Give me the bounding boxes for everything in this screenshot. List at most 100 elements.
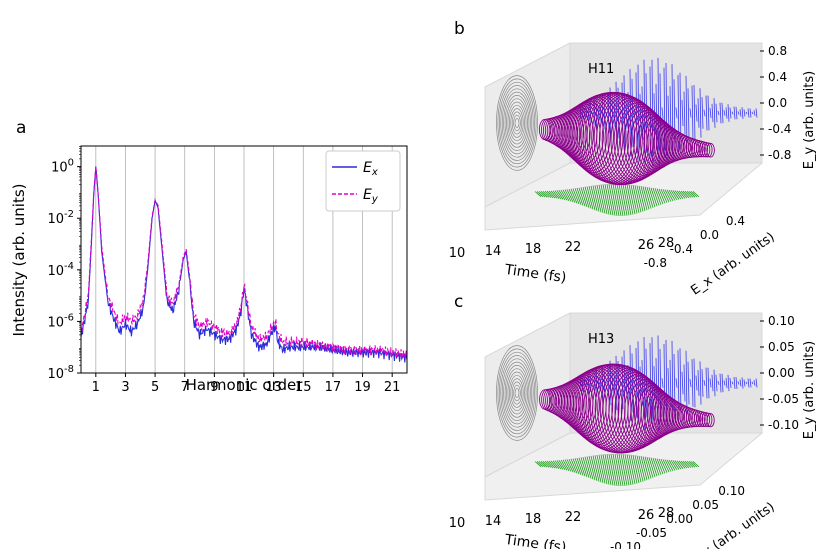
- ey-projection-stroke: [564, 189, 572, 202]
- ey-projection-stroke: [622, 453, 630, 486]
- ey-projection-stroke: [602, 454, 610, 485]
- xy-projection-ring: [508, 104, 526, 142]
- ey-projection-stroke: [668, 189, 676, 201]
- xy-projection-ring: [514, 118, 520, 128]
- ex-projection-stroke: [655, 84, 658, 142]
- ex-projection-stroke: [667, 368, 670, 398]
- ex-projection-stroke: [617, 87, 620, 139]
- ex-projection-stroke: [737, 111, 740, 115]
- ex-projection-stroke: [723, 110, 726, 116]
- ey-projection-stroke: [608, 183, 616, 216]
- a-xtick-label: 15: [295, 380, 312, 395]
- ey-projection-stroke: [648, 457, 656, 478]
- ey-projection-stroke: [630, 184, 638, 214]
- ey-projection-stroke: [658, 458, 666, 474]
- ey-projection-stroke: [604, 184, 612, 216]
- time-axis-label: Time (fs): [503, 262, 567, 287]
- xy-projection-ring: [504, 95, 530, 151]
- ex-projection-stroke: [675, 378, 678, 388]
- ex-projection-stroke: [755, 378, 758, 388]
- a-ytick-label: 10-4: [47, 261, 74, 279]
- ey-projection-stroke: [536, 461, 544, 468]
- a-xtick-label: 21: [384, 380, 401, 395]
- a-ytick-label: 10-2: [47, 209, 74, 227]
- a-ytick-label: 100: [51, 158, 74, 176]
- ex-projection-stroke: [715, 374, 718, 392]
- trajectory-ring: [665, 400, 684, 432]
- time-tick-label: 14: [485, 244, 502, 259]
- xy-projection-ring: [508, 374, 526, 412]
- time-tick-label: 14: [485, 514, 502, 529]
- ey-projection-stroke: [626, 184, 634, 215]
- ey-projection-stroke: [548, 190, 556, 199]
- ex-projection-stroke: [713, 98, 716, 128]
- ey-projection-stroke: [680, 460, 688, 469]
- ey-projection-stroke: [676, 460, 684, 469]
- ey-projection-stroke: [580, 187, 588, 208]
- ey-projection-stroke: [594, 185, 602, 213]
- ex-projection-stroke: [715, 103, 718, 123]
- ey-projection-stroke: [684, 190, 692, 198]
- ex-projection-stroke: [733, 376, 736, 390]
- ex-projection-stroke: [697, 370, 700, 396]
- ey-axis-label: E_y (arb. units): [802, 341, 817, 439]
- ex-projection-stroke: [703, 380, 706, 386]
- ex-projection-stroke: [753, 110, 756, 116]
- ex-projection-stroke: [719, 102, 722, 124]
- ex-tick-label: -0.10: [610, 540, 641, 549]
- ey-projection-stroke: [610, 183, 618, 216]
- ey-projection-stroke: [692, 191, 700, 198]
- panel-a-label: a: [16, 118, 26, 138]
- ex-projection-stroke: [721, 102, 724, 124]
- a-xtick-label: 13: [265, 380, 282, 395]
- trajectory-ring: [706, 142, 715, 158]
- ey-projection-stroke: [682, 190, 690, 199]
- ey-projection-stroke: [614, 183, 622, 217]
- xy-projection-ring: [498, 351, 536, 435]
- ey-projection-stroke: [648, 187, 656, 208]
- ey-projection-stroke: [678, 460, 686, 469]
- ey-projection-stroke: [644, 456, 652, 479]
- ex-projection-stroke: [713, 369, 716, 397]
- ey-projection-stroke: [558, 460, 566, 471]
- xy-projection-ring: [507, 371, 527, 415]
- trajectory-ring: [701, 141, 711, 158]
- ey-projection-stroke: [632, 454, 640, 484]
- ex-projection-stroke: [743, 379, 746, 387]
- ey-projection-stroke: [614, 453, 622, 487]
- ex-projection-stroke: [681, 99, 684, 127]
- ex-projection-stroke: [709, 378, 712, 388]
- ey-tick-label: -0.8: [768, 148, 791, 162]
- ex-projection-stroke: [731, 111, 734, 115]
- trajectory-ring: [701, 412, 711, 428]
- ey-projection-stroke: [550, 460, 558, 469]
- ey-projection-stroke: [620, 183, 628, 216]
- ey-projection-stroke: [566, 459, 574, 473]
- ex-projection-stroke: [753, 380, 756, 386]
- ex-projection-stroke: [743, 109, 746, 117]
- ey-projection-stroke: [616, 453, 624, 487]
- ey-projection-stroke: [556, 190, 564, 200]
- trajectory-ring: [704, 412, 713, 428]
- ey-projection-stroke: [646, 456, 654, 478]
- ey-projection-stroke: [678, 190, 686, 199]
- ey-projection-stroke: [642, 456, 650, 480]
- ex-projection-stroke: [703, 109, 706, 117]
- ey-projection-stroke: [688, 461, 696, 468]
- a-x-axis-label: Harmonic order: [186, 376, 304, 394]
- ey-projection-stroke: [544, 460, 552, 468]
- ey-projection-stroke: [596, 184, 604, 214]
- ex-tick-label: -0.8: [644, 256, 667, 270]
- ey-projection-stroke: [592, 185, 600, 212]
- trajectory-ring: [653, 394, 677, 435]
- ey-projection-stroke: [560, 459, 568, 471]
- a-xtick-label: 11: [236, 380, 253, 395]
- ey-projection-stroke: [638, 185, 646, 211]
- xy-projection-ring: [503, 91, 531, 155]
- ey-projection-stroke: [664, 189, 672, 202]
- time-tick-label: 22: [565, 510, 582, 525]
- ey-tick-label: 0.4: [768, 70, 787, 84]
- trajectory-ring: [607, 97, 656, 184]
- ex-projection-stroke: [727, 374, 730, 392]
